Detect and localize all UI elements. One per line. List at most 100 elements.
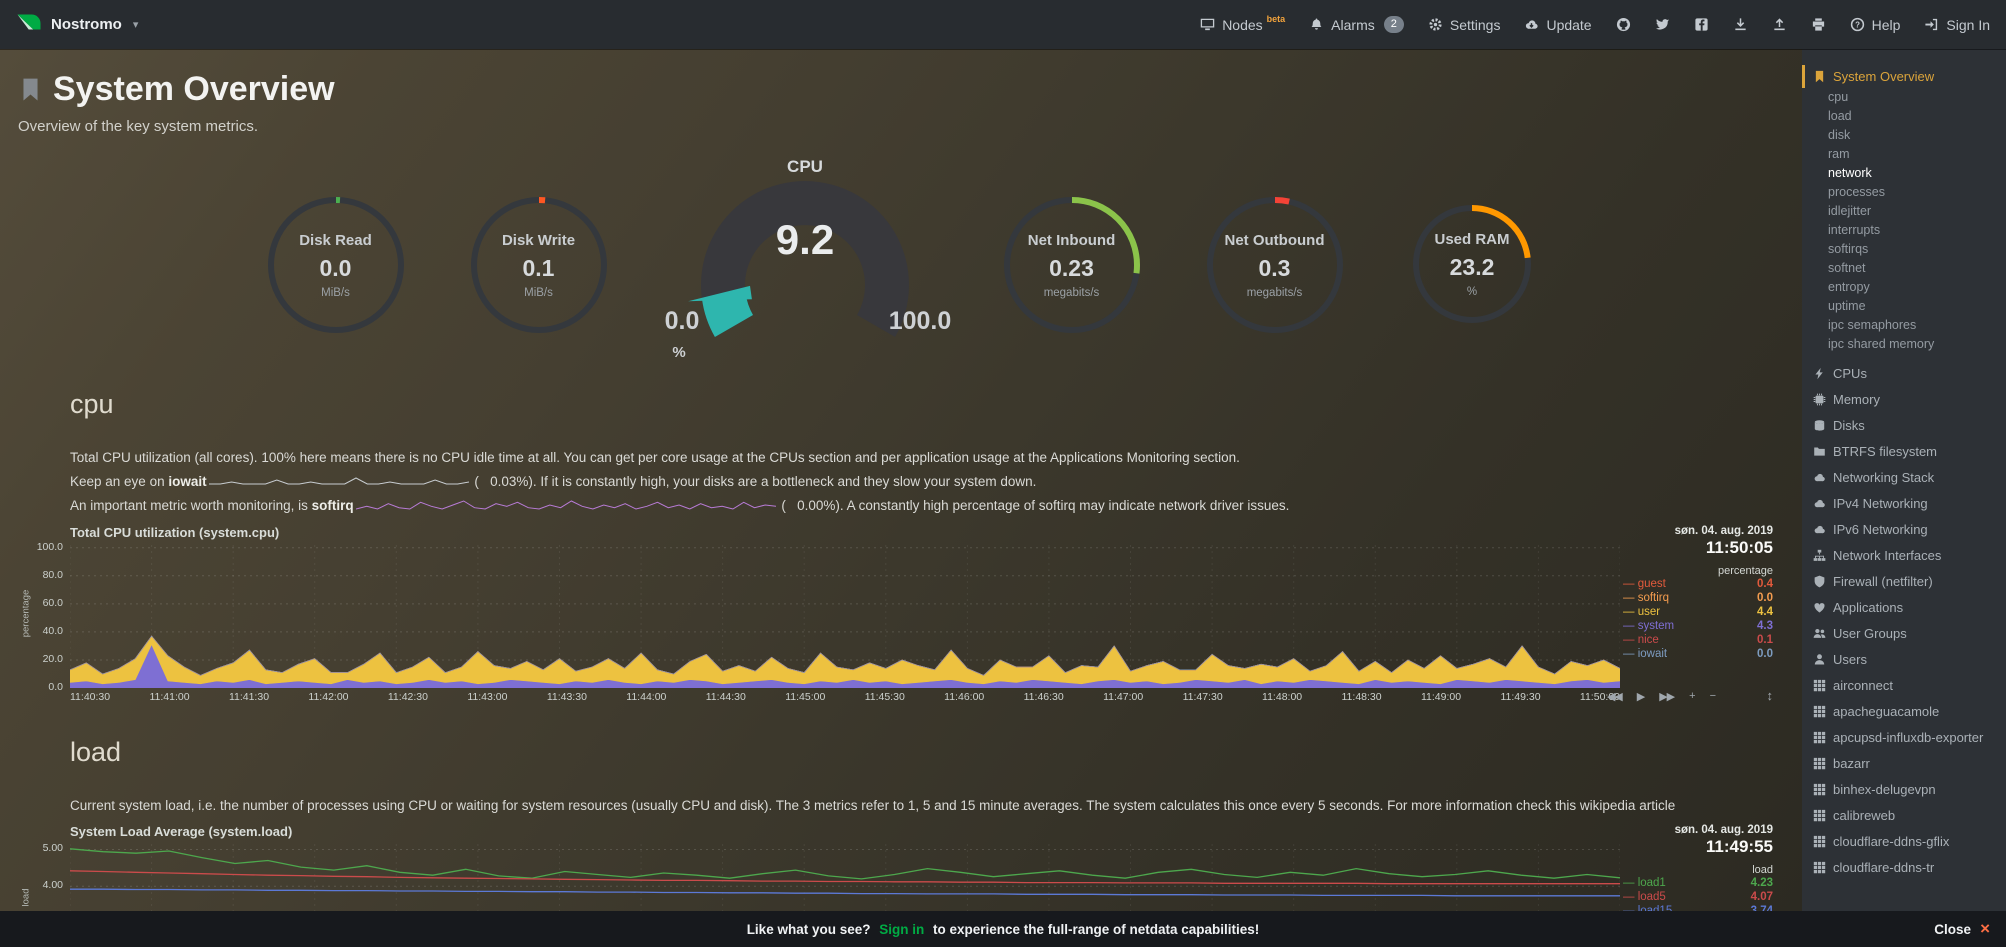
topbar-item-update[interactable]: Update <box>1524 17 1592 33</box>
topbar-item-github[interactable] <box>1616 17 1631 32</box>
sidebar-item-firewall-netfilter[interactable]: Firewall (netfilter) <box>1802 569 2006 595</box>
topbar-item-print[interactable] <box>1811 17 1826 32</box>
topbar-item-nodes[interactable]: Nodes beta <box>1200 13 1286 33</box>
sidebar-item-network-interfaces[interactable]: Network Interfaces <box>1802 543 2006 569</box>
section-heading-load[interactable]: load <box>70 736 122 767</box>
legend-item-load1[interactable]: — load1 4.23 <box>1623 876 1773 889</box>
play-icon[interactable]: ▶ <box>1636 690 1646 703</box>
sidebar-item-users[interactable]: Users <box>1802 647 2006 673</box>
sidebar-item-softirqs[interactable]: softirqs <box>1802 240 2006 259</box>
sidebar-item-uptime[interactable]: uptime <box>1802 297 2006 316</box>
zoom-in-icon[interactable]: + <box>1689 689 1696 702</box>
legend-item-iowait[interactable]: — iowait 0.0 <box>1623 647 1773 660</box>
gauge-title: Net Outbound <box>1224 231 1325 249</box>
sidebar-item-calibreweb[interactable]: calibreweb <box>1802 803 2006 829</box>
sitemap-icon <box>1812 549 1826 562</box>
wikipedia-article-link[interactable]: this wikipedia article <box>1555 797 1676 813</box>
pan-backward-icon[interactable]: ◀◀ <box>1606 690 1623 703</box>
zoom-out-icon[interactable]: − <box>1709 689 1717 702</box>
sidebar-item-processes[interactable]: processes <box>1802 183 2006 202</box>
gauge-net-inbound[interactable]: Net Inbound 0.23 megabits/s <box>970 151 1173 337</box>
sidebar-item-ipc-shared-memory[interactable]: ipc shared memory <box>1802 335 2006 354</box>
load-description: Current system load, i.e. the number of … <box>70 797 1676 813</box>
sidebar-item-label: softirqs <box>1828 242 1869 256</box>
section-heading-cpu[interactable]: cpu <box>70 389 114 419</box>
beta-tag: beta <box>1266 13 1286 24</box>
folder-icon <box>1812 445 1826 458</box>
sidebar-item-btrfs-filesystem[interactable]: BTRFS filesystem <box>1802 439 2006 465</box>
series-iowait <box>70 635 1620 676</box>
sidebar-item-load[interactable]: load <box>1802 107 2006 126</box>
sidebar-item-cloudflare-ddns-tr[interactable]: cloudflare-ddns-tr <box>1802 855 2006 881</box>
sidebar-item-bazarr[interactable]: bazarr <box>1802 751 2006 777</box>
sidebar-item-ipv6-networking[interactable]: IPv6 Networking <box>1802 517 2006 543</box>
sidebar-item-ipc-semaphores[interactable]: ipc semaphores <box>1802 316 2006 335</box>
sidebar-item-networking-stack[interactable]: Networking Stack <box>1802 465 2006 491</box>
gauge-disk-read[interactable]: Disk Read 0.0 MiB/s <box>234 151 437 337</box>
x-axis-tick-label: 11:41:00 <box>149 690 190 703</box>
sidebar-item-disks[interactable]: Disks <box>1802 413 2006 439</box>
topbar: Nostromo ▾ Nodes beta Alarms 2 Settings Updat… <box>0 0 2006 49</box>
sidebar-item-binhex-delugevpn[interactable]: binhex-delugevpn <box>1802 777 2006 803</box>
sidebar-item-ram[interactable]: ram <box>1802 145 2006 164</box>
sidebar-item-network[interactable]: network <box>1802 164 2006 183</box>
grid-icon <box>1812 835 1826 848</box>
footer-close-button[interactable]: Close × <box>1934 919 1990 939</box>
topbar-item-export[interactable] <box>1733 17 1748 32</box>
chart-unit-label: load <box>1752 863 1773 876</box>
svg-text:?: ? <box>1855 21 1860 30</box>
legend-item-guest[interactable]: — guest 0.4 <box>1623 577 1773 590</box>
topbar-item-twitter[interactable] <box>1655 17 1670 32</box>
gauge-net-outbound[interactable]: Net Outbound 0.3 megabits/s <box>1173 151 1376 337</box>
sidebar-item-user-groups[interactable]: User Groups <box>1802 621 2006 647</box>
sidebar-item-label: Disks <box>1833 418 1865 433</box>
sidebar-item-cpus[interactable]: CPUs <box>1802 361 2006 387</box>
node-selector[interactable]: Nostromo ▾ <box>16 9 138 40</box>
footer-sign-in-link[interactable]: Sign in <box>879 921 925 937</box>
gauge-disk-write[interactable]: Disk Write 0.1 MiB/s <box>437 151 640 337</box>
x-axis-tick-label: 11:43:00 <box>467 690 508 703</box>
topbar-item-import[interactable] <box>1772 17 1787 32</box>
legend-item-softirq[interactable]: — softirq 0.0 <box>1623 591 1773 604</box>
hdd-icon <box>1812 419 1826 432</box>
iowait-description: Keep an eye on iowait ( 0.03%). If it is… <box>70 470 1773 494</box>
series-load5 <box>70 870 1620 885</box>
sidebar-item-softnet[interactable]: softnet <box>1802 259 2006 278</box>
sidebar-item-idlejitter[interactable]: idlejitter <box>1802 202 2006 221</box>
sidebar-item-cloudflare-ddns-gflix[interactable]: cloudflare-ddns-gflix <box>1802 829 2006 855</box>
legend-item-load5[interactable]: — load5 4.07 <box>1623 890 1773 903</box>
sidebar-item-applications[interactable]: Applications <box>1802 595 2006 621</box>
sidebar-item-apcupsd-influxdb-exporter[interactable]: apcupsd-influxdb-exporter <box>1802 725 2006 751</box>
topbar-item-settings[interactable]: Settings <box>1428 17 1500 33</box>
topbar-item-alarms[interactable]: Alarms 2 <box>1309 16 1404 33</box>
sidebar-item-label: ram <box>1828 147 1850 161</box>
sidebar-item-interrupts[interactable]: interrupts <box>1802 221 2006 240</box>
pan-forward-icon[interactable]: ▶▶ <box>1659 690 1675 703</box>
sidebar-item-system-overview[interactable]: System Overview <box>1802 65 2006 88</box>
chart-legend: søn. 04. aug. 2019 11:50:05 percentage — gu… <box>1623 525 1773 661</box>
sidebar-item-apacheguacamole[interactable]: apacheguacamole <box>1802 699 2006 725</box>
topbar-item-help[interactable]: ? Help <box>1850 17 1900 33</box>
chip-icon <box>1812 393 1826 406</box>
legend-item-user[interactable]: — user 4.4 <box>1623 605 1773 618</box>
gauge-used-ram[interactable]: Used RAM 23.2% <box>1376 151 1568 327</box>
sidebar-item-memory[interactable]: Memory <box>1802 387 2006 413</box>
softirq-sparkline-icon <box>355 495 776 519</box>
sidebar-item-airconnect[interactable]: airconnect <box>1802 673 2006 699</box>
legend-item-nice[interactable]: — nice 0.1 <box>1623 633 1773 646</box>
sidebar-item-ipv4-networking[interactable]: IPv4 Networking <box>1802 491 2006 517</box>
sidebar-item-entropy[interactable]: entropy <box>1802 278 2006 297</box>
topbar-item-facebook[interactable] <box>1694 17 1709 32</box>
chart-plot-cpu[interactable] <box>70 544 1620 688</box>
legend-item-system[interactable]: — system 4.3 <box>1623 619 1773 632</box>
topbar-item-signin[interactable]: Sign In <box>1924 17 1990 33</box>
resize-handle-icon[interactable]: ↕ <box>1766 687 1774 703</box>
gauge-cpu[interactable]: CPU 9.2 0.0 100.0% <box>640 151 970 365</box>
heart-icon <box>1812 601 1826 614</box>
users-icon <box>1812 627 1826 640</box>
cloud-icon <box>1812 523 1826 536</box>
footer-text-post: to experience the full-range of netdata … <box>929 921 1260 937</box>
sidebar-item-disk[interactable]: disk <box>1802 126 2006 145</box>
sidebar-item-cpu[interactable]: cpu <box>1802 88 2006 107</box>
sidebar-item-label: Networking Stack <box>1833 470 1935 485</box>
